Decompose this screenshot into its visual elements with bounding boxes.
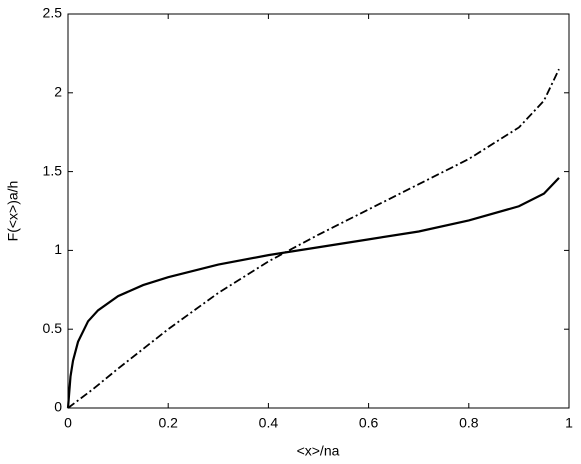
y-tick-label: 0 (54, 399, 62, 415)
y-tick-label: 1 (54, 241, 62, 257)
x-tick-label: 1 (565, 415, 573, 431)
x-tick-label: 0.8 (459, 415, 479, 431)
y-tick-label: 1.5 (43, 162, 63, 178)
x-tick-label: 0.4 (259, 415, 279, 431)
y-tick-label: 2 (54, 84, 62, 100)
plot-frame (67, 13, 570, 409)
y-tick-label: 2.5 (43, 5, 63, 21)
x-axis-label: <x>/na (297, 443, 340, 459)
x-tick-label: 0 (64, 415, 72, 431)
x-tick-label: 0.6 (359, 415, 379, 431)
y-axis-label: F(<x>)a/h (5, 181, 21, 242)
curve (67, 68, 560, 409)
curve (66, 177, 560, 409)
x-tick-label: 0.2 (158, 415, 178, 431)
y-tick-label: 0.5 (43, 320, 63, 336)
